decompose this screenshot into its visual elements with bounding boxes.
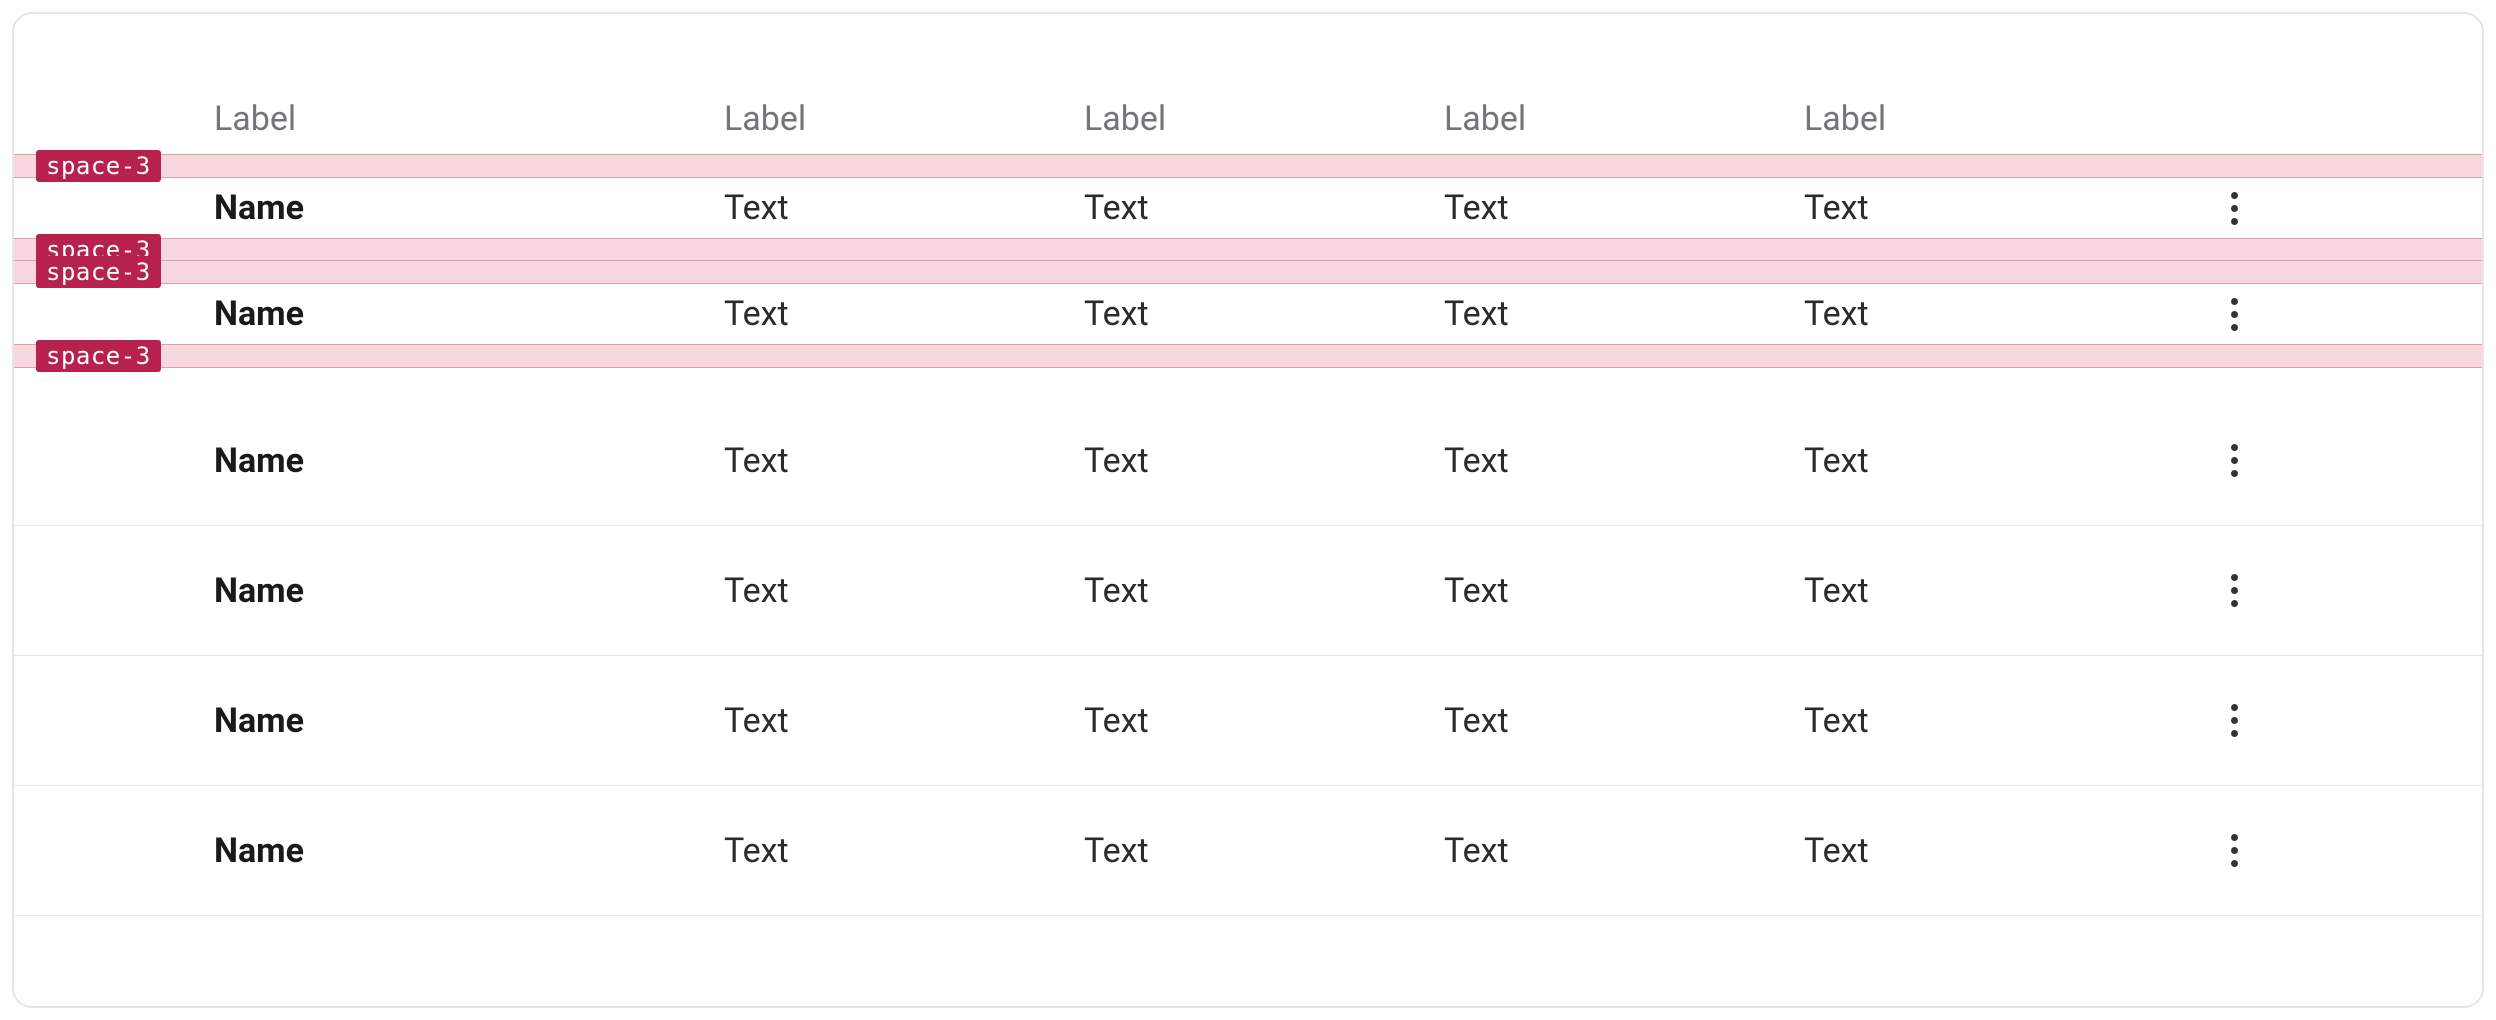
column-header: Label [214,102,724,136]
spacing-band-bottom: space-3 [12,344,2482,368]
row-cell: Text [724,704,1084,738]
more-vertical-icon [2231,444,2238,477]
row-cell: Text [724,444,1084,478]
table-row: Name Text Text Text Text [14,396,2482,526]
more-vertical-icon [2231,574,2238,607]
row-actions-button[interactable] [2214,696,2254,746]
spacing-band-bottom: space-3 [12,238,2482,262]
row-actions-button[interactable] [2214,289,2254,339]
column-header: Label [1804,102,2164,136]
row-actions-button[interactable] [2214,183,2254,233]
row-cell: Text [724,297,1084,331]
row-cell: Text [1804,444,2164,478]
more-vertical-icon [2231,192,2238,225]
row-cell: Text [724,834,1084,868]
row-cell: Text [1084,444,1444,478]
row-name: Name [214,444,724,478]
row-cell: Text [1444,834,1804,868]
row-cell: Text [1444,444,1804,478]
data-table: Label Label Label Label Label space-3 Na… [14,84,2482,916]
annotated-row-group: space-3 Name Text Text Text Text space-3 [14,154,2482,262]
row-name: Name [214,297,724,331]
table-row: Name Text Text Text Text [14,526,2482,656]
row-actions-button[interactable] [2214,826,2254,876]
spacing-band-top: space-3 [12,154,2482,178]
row-cell: Text [1444,704,1804,738]
annotated-row-group: space-3 Name Text Text Text Text space-3 [14,260,2482,368]
table-header-row: Label Label Label Label Label [14,84,2482,154]
row-name: Name [214,191,724,225]
row-cell: Text [1084,297,1444,331]
more-vertical-icon [2231,834,2238,867]
column-header: Label [1444,102,1804,136]
row-cell: Text [1804,834,2164,868]
row-cell: Text [1084,574,1444,608]
row-actions-button[interactable] [2214,436,2254,486]
row-cell: Text [724,574,1084,608]
row-name: Name [214,574,724,608]
row-name: Name [214,834,724,868]
row-cell: Text [1084,191,1444,225]
more-vertical-icon [2231,704,2238,737]
row-cell: Text [1804,574,2164,608]
spec-card: Label Label Label Label Label space-3 Na… [12,12,2484,1008]
row-cell: Text [1444,191,1804,225]
table-row: Name Text Text Text Text [14,786,2482,916]
row-cell: Text [1444,574,1804,608]
table-row: Name Text Text Text Text [14,656,2482,786]
row-cell: Text [1084,834,1444,868]
row-cell: Text [1804,297,2164,331]
row-cell: Text [1804,191,2164,225]
row-name: Name [214,704,724,738]
column-header: Label [724,102,1084,136]
row-actions-button[interactable] [2214,566,2254,616]
row-cell: Text [1804,704,2164,738]
spacing-tag: space-3 [36,340,161,372]
column-header: Label [1084,102,1444,136]
table-row: Name Text Text Text Text [14,178,2482,238]
row-cell: Text [1084,704,1444,738]
row-cell: Text [1444,297,1804,331]
table-row: Name Text Text Text Text [14,284,2482,344]
spacing-band-top: space-3 [12,260,2482,284]
more-vertical-icon [2231,298,2238,331]
row-cell: Text [724,191,1084,225]
